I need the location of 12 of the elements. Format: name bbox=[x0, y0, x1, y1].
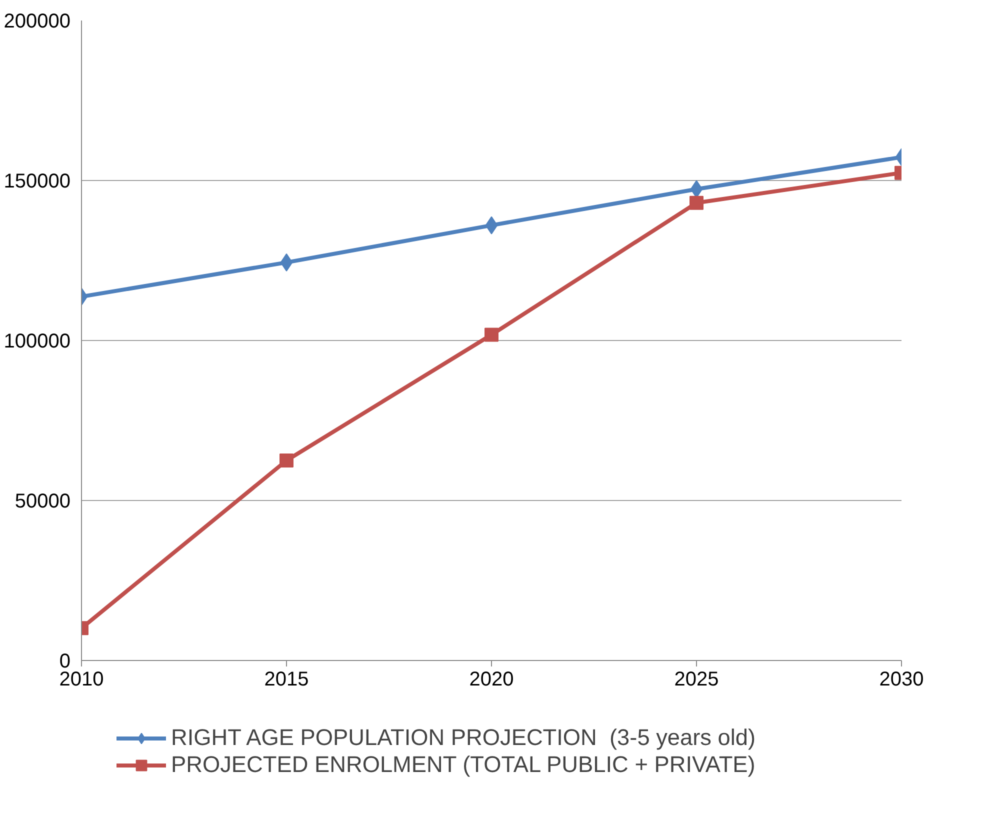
y-tick-label: 50000 bbox=[14, 490, 71, 512]
point bbox=[484, 328, 498, 342]
y-tick-label: 100000 bbox=[4, 330, 71, 352]
y-tick-label: 200000 bbox=[4, 10, 71, 32]
x-tick-label: 2020 bbox=[469, 668, 514, 690]
x-tick-label: 2030 bbox=[879, 668, 924, 690]
x-tick-label: 2025 bbox=[674, 668, 719, 690]
x-tick-label: 2015 bbox=[264, 668, 309, 690]
y-tick-label: 150000 bbox=[4, 170, 71, 192]
legend-label: PROJECTED ENROLMENT (TOTAL PUBLIC + PRIVATE) bbox=[171, 751, 756, 778]
point bbox=[485, 216, 498, 234]
legend-label: RIGHT AGE POPULATION PROJECTION (3-5 years old) bbox=[171, 724, 756, 751]
